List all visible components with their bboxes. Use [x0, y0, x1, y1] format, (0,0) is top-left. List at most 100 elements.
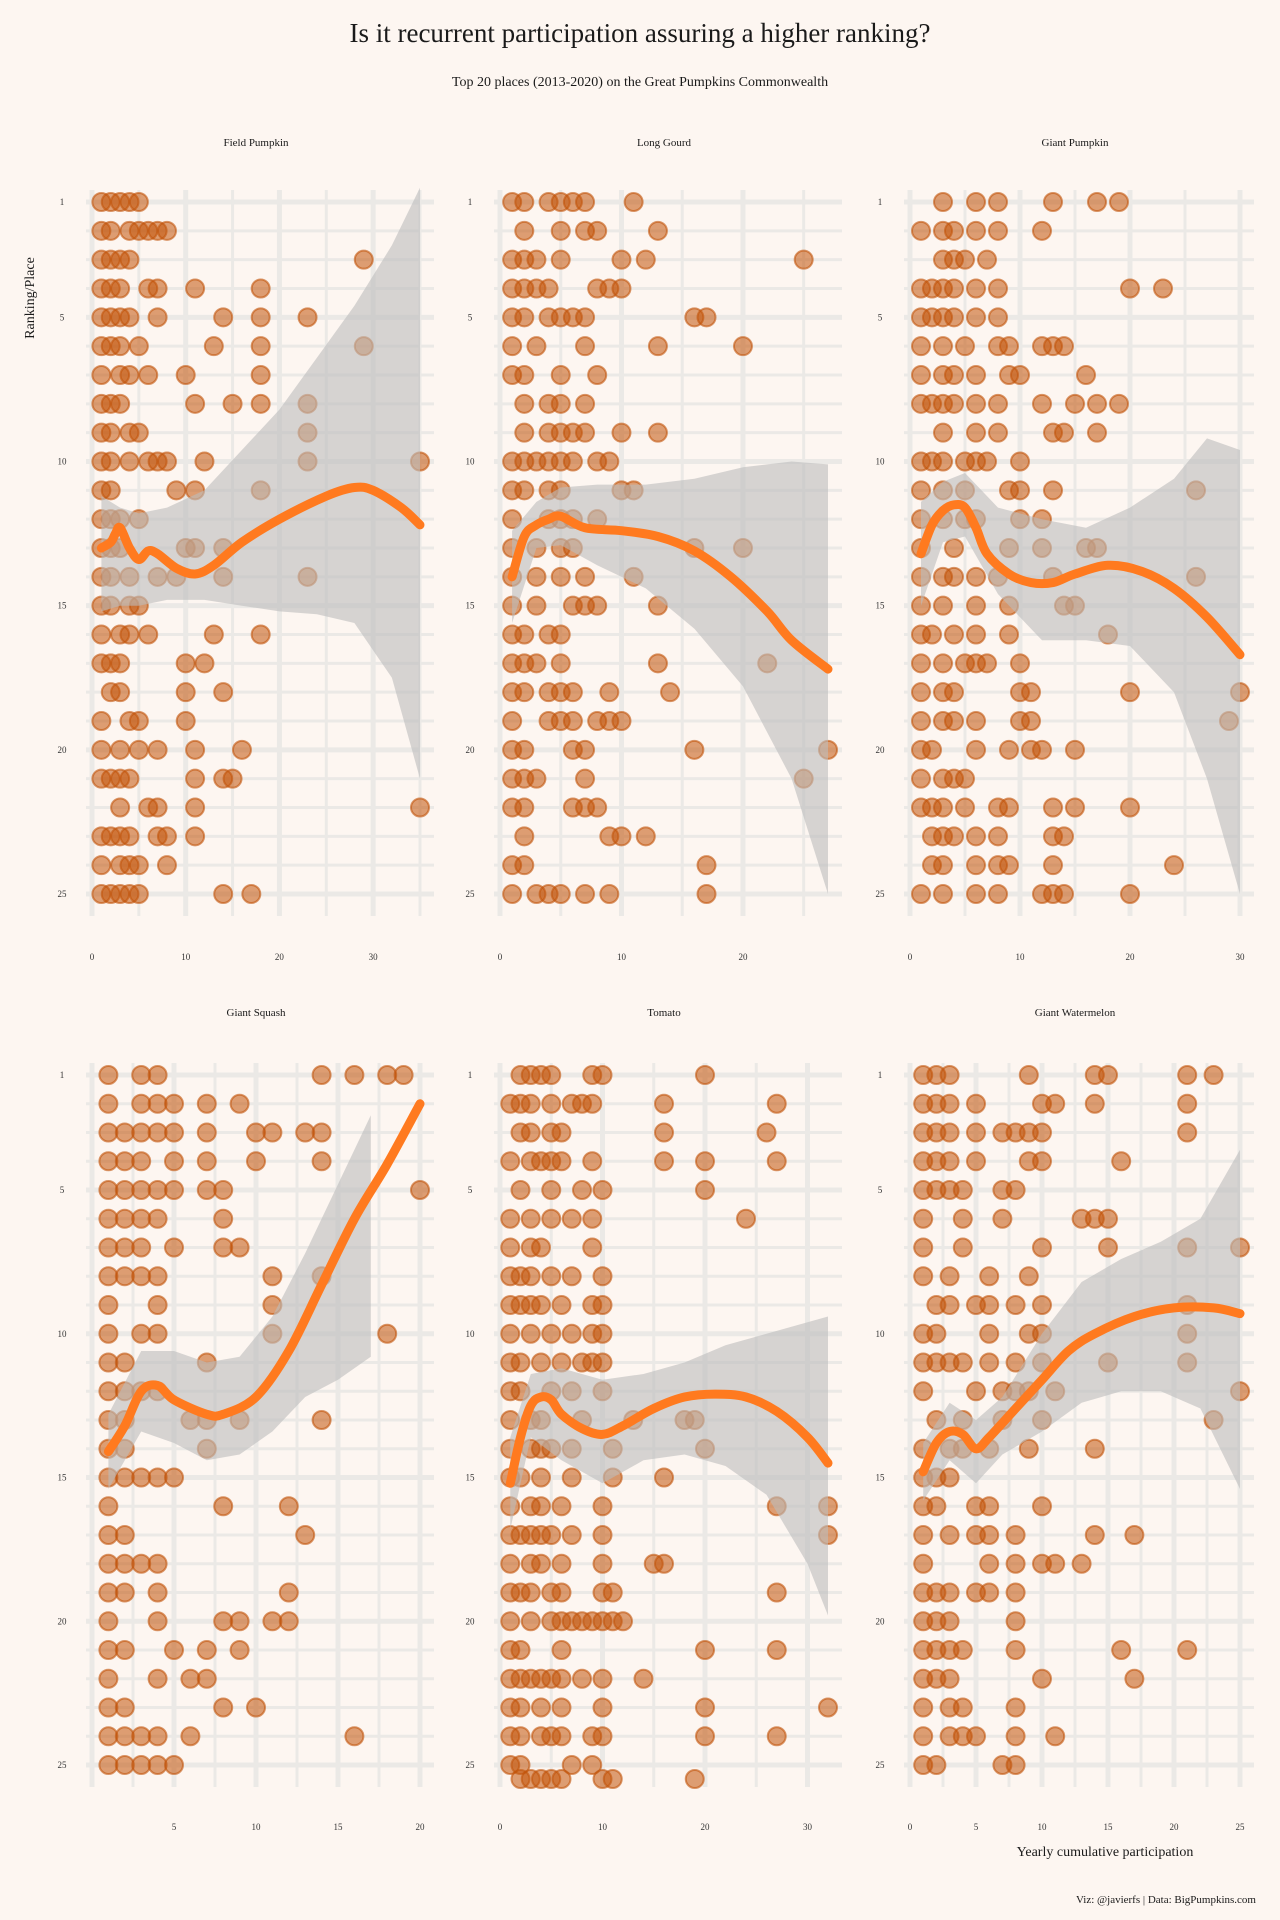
data-point	[250, 624, 271, 645]
data-point	[911, 220, 931, 241]
data-point	[297, 307, 318, 328]
y-tick-label: 25	[466, 1760, 476, 1770]
data-point	[541, 1323, 562, 1344]
data-point	[119, 365, 140, 385]
data-point	[913, 1266, 934, 1287]
data-point	[377, 1323, 398, 1344]
data-point	[114, 1208, 135, 1229]
data-point	[128, 192, 149, 212]
data-point	[131, 1151, 152, 1172]
data-point	[1087, 393, 1107, 414]
caption: Viz: @javierfs | Data: BigPumpkins.com	[1075, 1894, 1256, 1906]
data-point	[550, 624, 571, 645]
data-point	[575, 739, 596, 760]
data-point	[695, 1180, 715, 1200]
data-point	[500, 1151, 521, 1172]
data-point	[194, 653, 215, 674]
data-point	[1076, 365, 1096, 385]
data-point	[635, 249, 656, 270]
data-point	[156, 826, 177, 847]
y-tick-label: 10	[466, 457, 476, 467]
data-point	[939, 1611, 960, 1632]
data-point	[793, 249, 814, 270]
data-point	[147, 1726, 168, 1747]
data-point	[1177, 1065, 1198, 1085]
data-point	[185, 826, 206, 847]
data-point	[933, 192, 953, 212]
data-point	[500, 1323, 521, 1344]
data-point	[979, 1266, 1000, 1287]
y-tick-label: 10	[58, 457, 68, 467]
data-point	[1021, 682, 1041, 703]
data-point	[1084, 1093, 1105, 1114]
data-point	[922, 739, 942, 760]
data-point	[128, 884, 149, 904]
x-tick-label: 20	[1170, 1822, 1180, 1832]
data-point	[966, 826, 986, 847]
data-point	[185, 393, 206, 414]
data-point	[91, 711, 112, 731]
data-point	[100, 422, 121, 443]
data-point	[999, 797, 1019, 818]
data-point	[551, 1295, 572, 1315]
data-point	[944, 538, 964, 558]
data-point	[510, 1640, 531, 1660]
data-point	[933, 336, 953, 357]
data-point	[520, 1323, 541, 1344]
data-point	[98, 1323, 119, 1344]
data-point	[147, 1668, 168, 1689]
data-point	[988, 422, 1008, 443]
data-point	[531, 1352, 551, 1373]
data-point	[98, 1553, 119, 1574]
data-point	[966, 278, 986, 299]
data-point	[98, 1266, 119, 1287]
data-point	[213, 1697, 234, 1718]
data-point	[131, 1208, 152, 1229]
data-point	[131, 1726, 152, 1747]
data-point	[510, 1726, 531, 1747]
data-point	[952, 1180, 973, 1200]
data-point	[526, 653, 547, 674]
data-point	[988, 884, 1008, 904]
data-point	[587, 220, 608, 241]
data-point	[100, 480, 121, 501]
panel-title: Long Gourd	[637, 137, 692, 149]
data-point	[311, 1410, 332, 1430]
data-point	[1032, 1496, 1052, 1517]
data-point	[1043, 855, 1063, 876]
data-point	[599, 682, 620, 703]
data-point	[541, 1208, 562, 1229]
data-point	[911, 884, 931, 904]
data-point	[1054, 336, 1074, 357]
data-point	[1177, 1122, 1198, 1143]
data-point	[551, 1582, 572, 1603]
data-point	[587, 797, 608, 818]
data-point	[1043, 797, 1063, 818]
data-point	[944, 278, 964, 299]
data-point	[114, 1640, 135, 1660]
data-point	[944, 711, 964, 731]
x-tick-label: 30	[803, 1822, 813, 1832]
x-tick-label: 20	[701, 1822, 711, 1832]
data-point	[541, 1093, 562, 1114]
data-point	[611, 422, 632, 443]
data-point	[635, 826, 656, 847]
data-point	[119, 451, 140, 472]
data-point	[926, 1755, 947, 1775]
data-point	[1153, 278, 1173, 299]
data-point	[911, 365, 931, 385]
data-point	[131, 1755, 152, 1775]
data-point	[114, 1726, 135, 1747]
data-point	[695, 1065, 715, 1085]
y-tick-label: 20	[466, 745, 476, 755]
data-point	[592, 1266, 613, 1287]
data-point	[278, 1582, 299, 1603]
data-point	[213, 682, 234, 703]
data-point	[500, 1237, 521, 1258]
data-point	[613, 1611, 633, 1632]
data-point	[98, 1093, 119, 1114]
data-point	[695, 1726, 715, 1747]
data-point	[531, 1496, 551, 1517]
data-point	[933, 797, 953, 818]
